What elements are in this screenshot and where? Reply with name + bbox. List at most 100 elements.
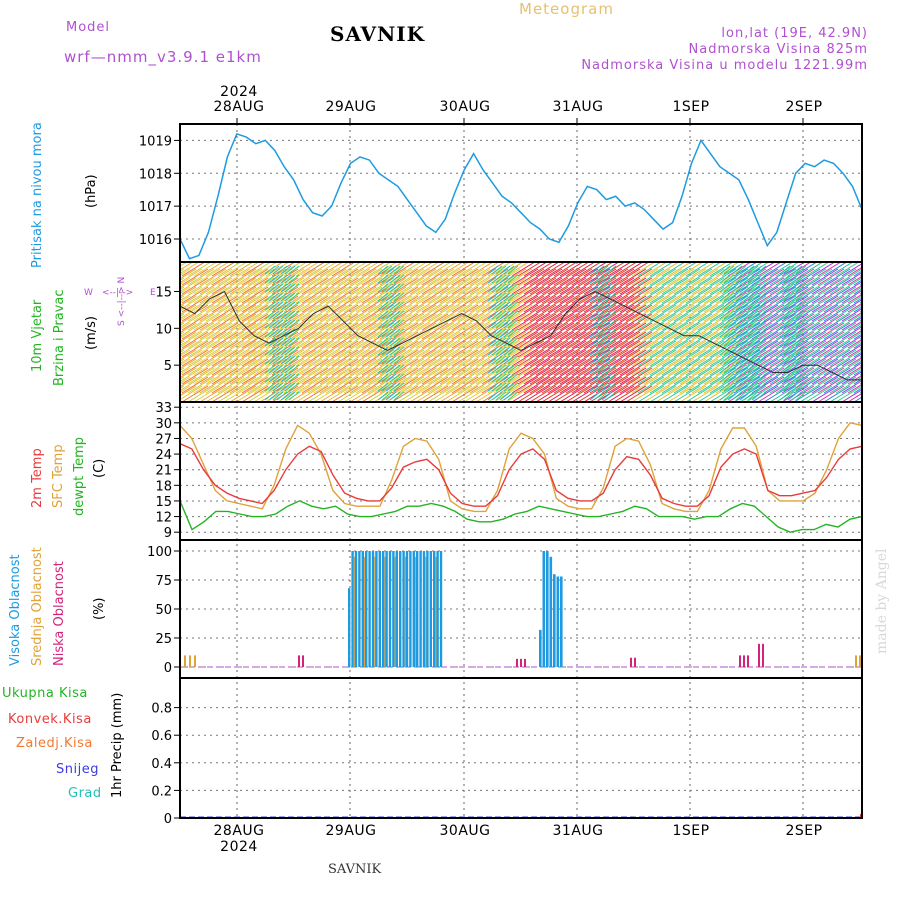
cloud-bar <box>385 551 388 667</box>
temp-tick-label: 15 <box>155 495 172 510</box>
cloud-bar <box>364 556 366 667</box>
panel-frame-precip <box>179 677 863 819</box>
precip-tick-label: 0.8 <box>151 702 172 717</box>
cloud-bar <box>436 551 439 667</box>
cloud-bar <box>388 551 392 667</box>
date-bottom-4: 1SEP <box>672 823 710 839</box>
cloud-bar <box>184 655 186 667</box>
cloud-bar <box>194 655 196 667</box>
temp-tick-label: 30 <box>155 417 172 432</box>
cloud-bar <box>546 551 549 667</box>
meteogram-label: Meteogram <box>519 0 614 18</box>
cloud-bar <box>855 655 857 667</box>
altitude-label: Nadmorska Visina 825m <box>688 42 868 57</box>
wind-compass-w: W <box>84 288 93 298</box>
cloud-bar <box>429 551 432 667</box>
cloud-bar <box>553 574 556 667</box>
wind-tick-label: 15 <box>155 285 172 300</box>
wind-barbs <box>180 262 862 402</box>
cloud-bar <box>634 657 636 667</box>
year-top: 2024 <box>220 84 258 100</box>
cloud-bar <box>859 655 861 667</box>
cloud-bar <box>524 658 526 667</box>
cloud-bar <box>409 551 412 667</box>
date-bottom-0: 28AUG <box>213 823 265 839</box>
cloud-bar <box>439 551 443 667</box>
cloud-bar <box>542 551 546 667</box>
cloud-bar <box>426 551 429 667</box>
cloud-bar <box>516 658 518 667</box>
date-top-2: 30AUG <box>439 99 491 115</box>
year-bottom: 2024 <box>220 839 258 855</box>
pressure-series-line <box>179 132 863 260</box>
model-altitude-label: Nadmorska Visina u modelu 1221.99m <box>581 58 868 73</box>
precip-tick-label: 0 <box>164 812 172 827</box>
cloud-bar <box>739 655 741 667</box>
cloud-bar <box>415 556 417 667</box>
cloud-bar <box>422 551 426 667</box>
date-bottom-3: 31AUG <box>552 823 604 839</box>
cloud-bar <box>539 629 542 667</box>
cloud-tick-label: 50 <box>155 603 172 618</box>
cloud-bar <box>402 551 405 667</box>
cloud-bar <box>354 551 358 667</box>
wind-tick-label: 10 <box>155 322 172 337</box>
date-top-3: 31AUG <box>552 99 604 115</box>
cloud-tick-label: 75 <box>155 574 172 589</box>
cloud-bar <box>405 551 409 667</box>
cloud-bar <box>298 655 300 667</box>
cloud-bar <box>351 551 354 667</box>
cloud-bar <box>302 655 304 667</box>
precip-legend-total: Ukupna Kisa <box>2 686 88 701</box>
cloud-bar <box>416 551 419 667</box>
wind-compass-arrows: <--|--> <box>102 288 134 298</box>
date-bottom-5: 2SEP <box>785 823 823 839</box>
cloud-bar <box>425 556 427 667</box>
cloud-bar <box>375 551 378 667</box>
cloud-bar <box>353 556 355 667</box>
pressure-tick-label: 1016 <box>139 233 172 248</box>
pressure-tick-label: 1018 <box>139 167 172 182</box>
cloud-bar <box>762 643 764 667</box>
cloud-bar <box>361 551 364 667</box>
date-bottom-1: 29AUG <box>325 823 377 839</box>
cloud-bar <box>189 655 191 667</box>
cloud-bar <box>382 551 385 667</box>
temp-tick-label: 18 <box>155 479 172 494</box>
lonlat-label: lon,lat (19E, 42.9N) <box>721 26 868 41</box>
temp-tick-label: 9 <box>164 526 172 541</box>
cloud-bar <box>394 556 396 667</box>
cloud-bar <box>378 551 381 667</box>
pressure-tick-label: 1017 <box>139 200 172 215</box>
cloud-bar <box>371 551 375 667</box>
cloud-bar <box>419 551 422 667</box>
cloud-bar <box>392 551 395 667</box>
cloud-bar <box>368 551 371 667</box>
panel-frame-top-precip <box>179 677 863 819</box>
cloud-bar <box>348 588 351 667</box>
temp-series-line-2 <box>179 500 863 533</box>
temp-tick-label: 21 <box>155 464 172 479</box>
wind-compass-e: E <box>150 288 156 298</box>
cloud-tick-label: 0 <box>164 661 172 676</box>
date-top-4: 1SEP <box>672 99 710 115</box>
cloud-bar <box>747 655 749 667</box>
page-title: SAVNIK <box>330 22 426 46</box>
precip-legend-snow: Snijeg <box>56 762 99 777</box>
precip-tick-label: 0.6 <box>151 729 172 744</box>
cloud-bar <box>399 551 402 667</box>
cloud-bar <box>412 551 415 667</box>
temp-tick-label: 33 <box>155 401 172 416</box>
cloud-bar <box>384 556 386 667</box>
cloud-bar <box>404 556 406 667</box>
model-label: Model <box>66 20 111 35</box>
cloud-bar <box>435 556 437 667</box>
cloud-bar <box>433 551 436 667</box>
date-top-5: 2SEP <box>785 99 823 115</box>
cloud-bar <box>549 556 553 667</box>
cloud-bar <box>630 657 632 667</box>
cloud-bar <box>520 658 522 667</box>
wind-speed-line <box>180 290 862 381</box>
pressure-tick-label: 1019 <box>139 134 172 149</box>
temp-series-line-1 <box>179 422 863 513</box>
